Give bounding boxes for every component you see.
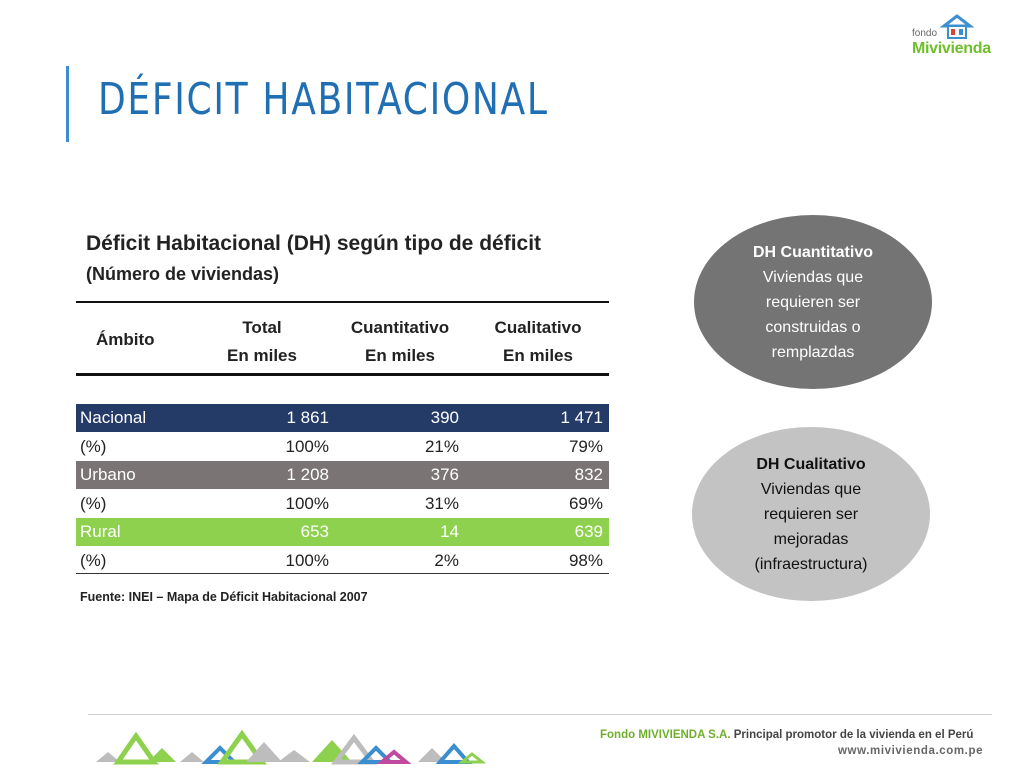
logo-fondo-text: fondo xyxy=(912,28,938,39)
cell-cualitativo: 639 xyxy=(574,522,603,541)
cell-total: 100% xyxy=(285,494,329,513)
cell-cualitativo: 98% xyxy=(568,551,603,570)
cell-total: 100% xyxy=(285,551,329,570)
table-subtitle: (Número de viviendas) xyxy=(86,264,280,284)
cell-cuantitativo: 2% xyxy=(434,551,459,570)
callout-line: mejoradas xyxy=(773,530,849,548)
cell-cuantitativo: 14 xyxy=(440,522,459,541)
footer-divider xyxy=(88,714,992,715)
table-title: Déficit Habitacional (DH) según tipo de … xyxy=(86,232,542,255)
footer-tagline-text: Principal promotor de la vivienda en el … xyxy=(733,729,974,741)
logo: fondo Mivivienda xyxy=(910,14,1010,64)
cell-total: 100% xyxy=(285,437,329,456)
table-row-urbano-pct: (%) 100% 31% 69% xyxy=(76,490,609,518)
row-label: (%) xyxy=(80,551,107,570)
callout-line: requieren ser xyxy=(763,505,859,523)
table-row-nacional: Nacional 1 861 390 1 471 xyxy=(76,404,609,432)
cell-cualitativo: 832 xyxy=(574,465,603,484)
callout-heading: DH Cuantitativo xyxy=(753,243,873,261)
cell-cualitativo: 1 471 xyxy=(560,408,603,427)
row-label: (%) xyxy=(80,494,107,513)
table-row-rural-pct: (%) 100% 2% 98% xyxy=(76,547,609,575)
callout-cuantitativo: DH Cuantitativo Viviendas que requieren … xyxy=(694,215,932,389)
footer-tagline: Fondo MIVIVIENDA S.A. Principal promotor… xyxy=(600,729,973,741)
cell-cuantitativo: 390 xyxy=(430,408,459,427)
column-header-ambito: Ámbito xyxy=(96,330,155,349)
table-row-rural: Rural 653 14 639 xyxy=(76,518,609,546)
logo-name-text: Mivivienda xyxy=(912,40,991,57)
cell-cuantitativo: 376 xyxy=(430,465,459,484)
cell-total: 653 xyxy=(300,522,329,541)
table-header-top-rule xyxy=(76,301,609,303)
callout-line: Viviendas que xyxy=(762,268,864,286)
row-label: Urbano xyxy=(80,465,136,484)
table-row-urbano: Urbano 1 208 376 832 xyxy=(76,461,609,489)
footer-org-name: Fondo MIVIVIENDA S.A. xyxy=(600,729,731,741)
table-bottom-rule xyxy=(76,573,609,574)
house-logo-icon xyxy=(940,14,974,39)
cell-cuantitativo: 31% xyxy=(424,494,459,513)
callout-line: Viviendas que xyxy=(760,480,862,498)
title-accent-bar xyxy=(66,66,69,142)
callout-line: (infraestructura) xyxy=(754,555,868,573)
column-header-total: Total En miles xyxy=(227,318,297,365)
table-row-nacional-pct: (%) 100% 21% 79% xyxy=(76,433,609,461)
table-header-bottom-rule xyxy=(76,373,609,376)
callout-line: requieren ser xyxy=(765,293,861,311)
footer-url: www.mivivienda.com.pe xyxy=(838,745,984,757)
houses-decoration-icon xyxy=(96,729,486,765)
cell-cualitativo: 79% xyxy=(568,437,603,456)
page-title: DÉFICIT HABITACIONAL xyxy=(98,74,549,125)
callout-line: construidas o xyxy=(765,318,861,336)
cell-cuantitativo: 21% xyxy=(424,437,459,456)
table-source-note: Fuente: INEI – Mapa de Déficit Habitacio… xyxy=(80,590,368,604)
row-label: (%) xyxy=(80,437,107,456)
column-header-cuantitativo: Cuantitativo En miles xyxy=(350,318,450,365)
column-header-cualitativo: Cualitativo En miles xyxy=(494,318,582,365)
callout-heading: DH Cualitativo xyxy=(756,455,866,473)
cell-total: 1 861 xyxy=(286,408,329,427)
row-label: Rural xyxy=(80,522,121,541)
callout-cualitativo: DH Cualitativo Viviendas que requieren s… xyxy=(692,427,930,601)
cell-total: 1 208 xyxy=(286,465,329,484)
callout-line: remplazdas xyxy=(771,343,855,361)
cell-cualitativo: 69% xyxy=(568,494,603,513)
row-label: Nacional xyxy=(80,408,147,427)
